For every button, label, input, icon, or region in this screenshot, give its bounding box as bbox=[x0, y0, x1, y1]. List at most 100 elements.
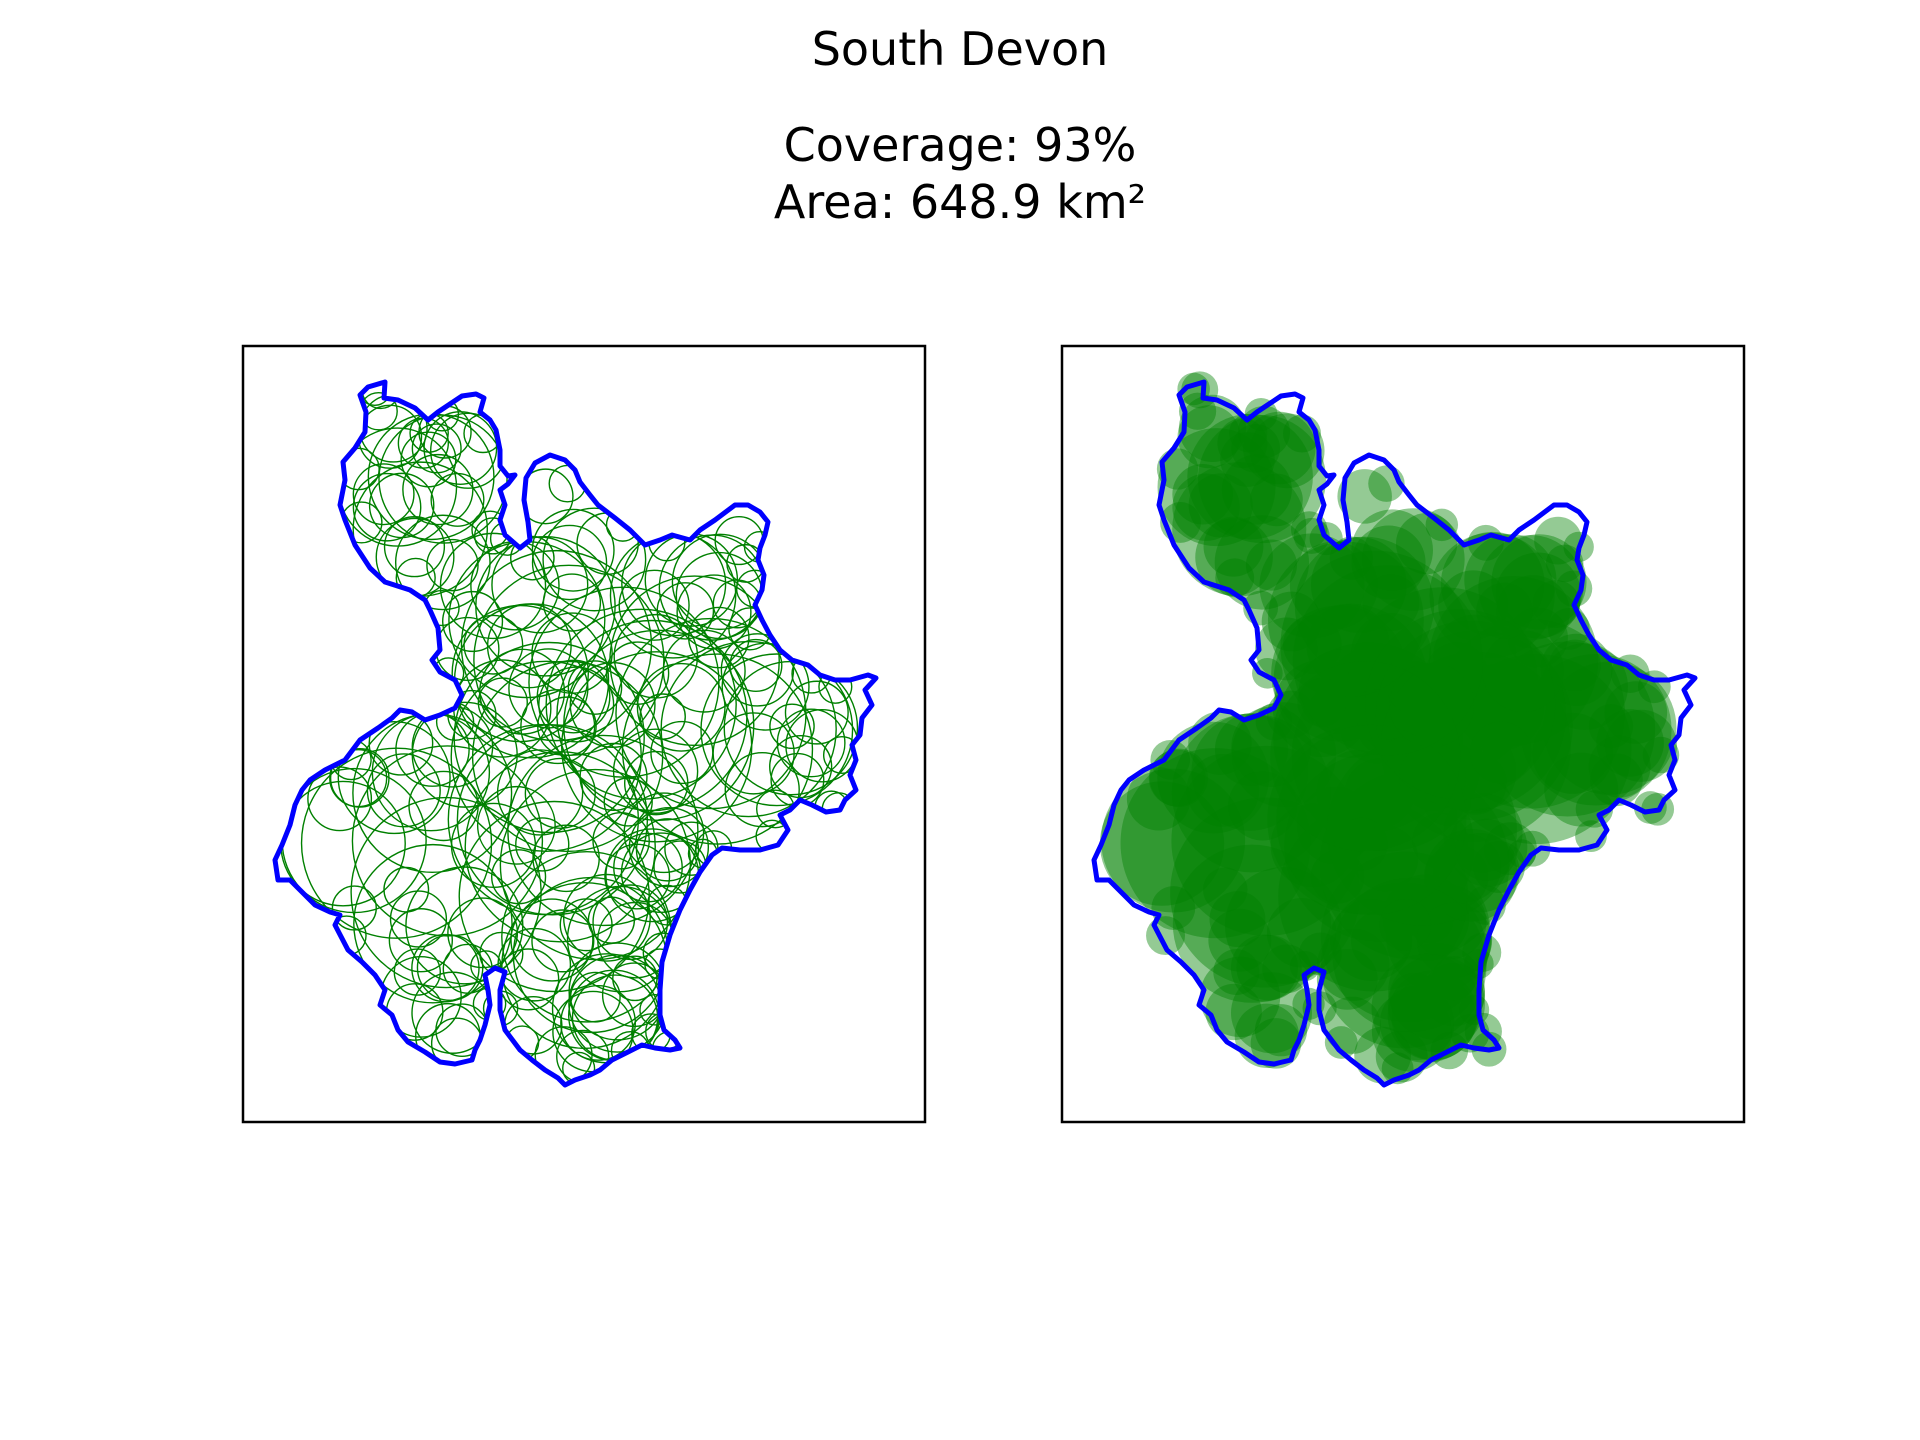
coverage-circle-outline bbox=[618, 569, 690, 641]
coverage-circle-outline bbox=[400, 431, 457, 488]
coverage-circle-filled bbox=[1543, 661, 1677, 795]
coverage-circle-filled bbox=[1351, 509, 1433, 592]
coverage-circle-outline bbox=[460, 549, 653, 742]
coverage-circle-filled bbox=[1266, 898, 1337, 968]
coverage-circle-filled bbox=[1334, 817, 1388, 871]
coverage-circle-filled bbox=[1604, 681, 1668, 744]
coverage-circle-filled bbox=[1228, 771, 1298, 841]
coverage-circle-filled bbox=[1316, 749, 1402, 835]
coverage-circle-outline bbox=[531, 909, 595, 973]
coverage-circle-filled bbox=[1214, 515, 1310, 610]
coverage-circle-filled bbox=[1294, 536, 1435, 676]
coverage-circle-filled bbox=[1478, 535, 1584, 641]
coverage-circle-outline bbox=[463, 614, 524, 675]
coverage-circle-filled bbox=[1441, 654, 1632, 845]
coverage-circle-filled bbox=[1296, 786, 1375, 865]
coverage-circle-filled bbox=[1382, 874, 1470, 962]
coverage-circle-outline bbox=[700, 653, 854, 807]
coverage-circle-filled bbox=[1310, 537, 1407, 633]
coverage-circle-filled bbox=[1199, 956, 1281, 1038]
coverage-circle-outline bbox=[411, 423, 462, 474]
coverage-circle-filled bbox=[1276, 724, 1467, 915]
coverage-circle-filled bbox=[1362, 574, 1420, 632]
coverage-circle-filled bbox=[1280, 550, 1471, 741]
coverage-circle-filled bbox=[1231, 702, 1337, 808]
coverage-circle-outline bbox=[496, 749, 584, 836]
coverage-circle-outline bbox=[476, 785, 556, 865]
coverage-circle-filled bbox=[1171, 713, 1331, 873]
coverage-circle-filled bbox=[1432, 729, 1517, 814]
coverage-circle-outline bbox=[491, 536, 589, 634]
coverage-circle-outline bbox=[352, 463, 415, 526]
coverage-circle-filled bbox=[1120, 748, 1311, 939]
coverage-circle-filled bbox=[1332, 877, 1488, 1033]
coverage-circle-filled bbox=[1396, 512, 1458, 575]
coverage-circle-filled bbox=[1171, 745, 1362, 936]
coverage-circle-filled bbox=[1186, 753, 1260, 827]
coverage-circle-filled bbox=[1380, 651, 1571, 842]
coverage-circle-outline bbox=[439, 532, 547, 640]
coverage-circle-filled bbox=[1317, 928, 1390, 1001]
coverage-circle-filled bbox=[1213, 949, 1260, 996]
coverage-circle-outline bbox=[430, 472, 485, 527]
coverage-circle-filled bbox=[1151, 886, 1196, 930]
coverage-circle-filled bbox=[1310, 849, 1365, 904]
coverage-circle-filled bbox=[1270, 803, 1355, 888]
coverage-circle-outline bbox=[528, 586, 720, 778]
coverage-circle-outline bbox=[378, 414, 508, 544]
coverage-circle-filled bbox=[1214, 713, 1289, 787]
coverage-circle-filled bbox=[1289, 950, 1321, 982]
coverage-circle-filled bbox=[1224, 867, 1342, 984]
coverage-circle-filled bbox=[1157, 721, 1270, 834]
coverage-circle-filled bbox=[1544, 752, 1619, 827]
coverage-circle-filled bbox=[1172, 463, 1233, 525]
coverage-circle-filled bbox=[1272, 660, 1370, 758]
coverage-circle-outline bbox=[441, 590, 504, 653]
coverage-circle-filled bbox=[1495, 552, 1582, 639]
coverage-circle-outline bbox=[383, 866, 430, 913]
coverage-circle-outline bbox=[542, 573, 602, 632]
coverage-circle-filled bbox=[1421, 963, 1485, 1027]
coverage-circle-outline bbox=[650, 720, 714, 785]
coverage-circle-filled bbox=[1231, 424, 1281, 473]
coverage-circle-filled bbox=[1271, 605, 1408, 742]
coverage-circle-filled bbox=[1534, 516, 1582, 565]
coverage-circle-filled bbox=[1195, 518, 1273, 596]
coverage-circle-filled bbox=[1429, 532, 1555, 658]
coverage-circle-filled bbox=[1350, 909, 1413, 972]
coverage-circle-filled bbox=[1306, 604, 1391, 688]
coverage-circle-filled bbox=[1520, 654, 1672, 806]
coverage-circle-outline bbox=[531, 524, 608, 601]
coverage-circle-filled bbox=[1289, 541, 1378, 630]
coverage-circle-filled bbox=[1459, 694, 1505, 740]
coverage-circle-filled bbox=[1273, 603, 1428, 758]
coverage-circle-filled bbox=[1188, 711, 1252, 775]
coverage-circle-outline bbox=[635, 818, 700, 882]
coverage-circle-filled bbox=[1362, 508, 1465, 611]
coverage-circle-filled bbox=[1469, 721, 1532, 784]
coverage-circle-outline bbox=[337, 720, 451, 835]
coverage-circle-filled bbox=[1209, 891, 1266, 947]
coverage-circle-outline bbox=[769, 734, 833, 799]
coverage-circle-filled bbox=[1382, 630, 1573, 821]
coverage-circle-filled bbox=[1399, 743, 1466, 811]
coverage-circle-filled bbox=[1357, 667, 1433, 742]
coverage-circle-filled bbox=[1150, 739, 1191, 780]
coverage-circle-filled bbox=[1243, 411, 1316, 485]
coverage-circle-outline bbox=[656, 582, 715, 640]
coverage-circle-outline bbox=[507, 734, 699, 927]
coverage-circle-outline bbox=[769, 703, 815, 750]
coverage-circle-outline bbox=[477, 677, 528, 728]
coverage-circle-outline bbox=[559, 898, 613, 952]
left-region-boundary bbox=[272, 379, 879, 1088]
coverage-circle-filled bbox=[1432, 833, 1502, 902]
coverage-circle-outline bbox=[628, 806, 710, 888]
coverage-circle-filled bbox=[1259, 533, 1365, 639]
coverage-circle-filled bbox=[1236, 935, 1302, 1001]
coverage-circle-filled bbox=[1298, 932, 1342, 976]
coverage-circle-outline bbox=[411, 933, 480, 1003]
coverage-circle-filled bbox=[1099, 781, 1225, 906]
coverage-circle-outline bbox=[450, 660, 642, 852]
coverage-circle-filled bbox=[1456, 663, 1544, 752]
coverage-circle-filled bbox=[1254, 1004, 1308, 1057]
